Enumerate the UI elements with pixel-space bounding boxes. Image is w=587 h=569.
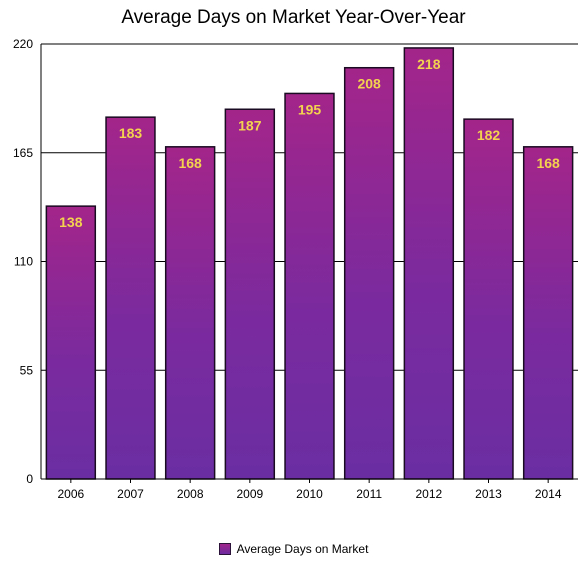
bar xyxy=(403,47,455,480)
y-tick-label: 220 xyxy=(13,37,33,51)
x-tick-label: 2006 xyxy=(57,487,84,501)
bar xyxy=(284,92,335,480)
x-tick-label: 2011 xyxy=(356,487,382,501)
bar xyxy=(463,118,514,480)
bar xyxy=(105,116,156,480)
x-tick-label: 2008 xyxy=(177,487,204,501)
bar xyxy=(224,108,276,480)
data-label: 168 xyxy=(178,155,202,171)
data-label: 218 xyxy=(417,56,441,72)
data-label: 183 xyxy=(119,125,143,141)
bar xyxy=(164,146,216,480)
y-tick-label: 110 xyxy=(14,255,33,269)
data-label: 208 xyxy=(357,76,381,92)
legend-label: Average Days on Market xyxy=(236,542,369,556)
y-tick-label: 0 xyxy=(26,472,33,486)
legend: Average Days on Market xyxy=(0,542,587,556)
bar xyxy=(343,66,395,480)
x-tick-label: 2007 xyxy=(117,487,144,501)
x-tick-label: 2009 xyxy=(236,487,263,501)
data-label: 195 xyxy=(298,101,322,117)
x-tick-label: 2013 xyxy=(475,487,502,501)
x-tick-label: 2010 xyxy=(296,487,323,501)
y-tick-label: 55 xyxy=(20,363,34,377)
legend-swatch xyxy=(218,543,231,555)
data-label: 168 xyxy=(536,155,560,171)
data-label: 187 xyxy=(238,117,262,133)
x-tick-label: 2014 xyxy=(535,487,562,501)
data-label: 138 xyxy=(59,214,83,230)
x-tick-label: 2012 xyxy=(415,487,442,501)
bar xyxy=(522,146,574,480)
chart-title: Average Days on Market Year-Over-Year xyxy=(121,7,466,28)
bar xyxy=(45,205,97,480)
data-label: 182 xyxy=(477,127,501,143)
y-tick-label: 165 xyxy=(13,146,33,160)
